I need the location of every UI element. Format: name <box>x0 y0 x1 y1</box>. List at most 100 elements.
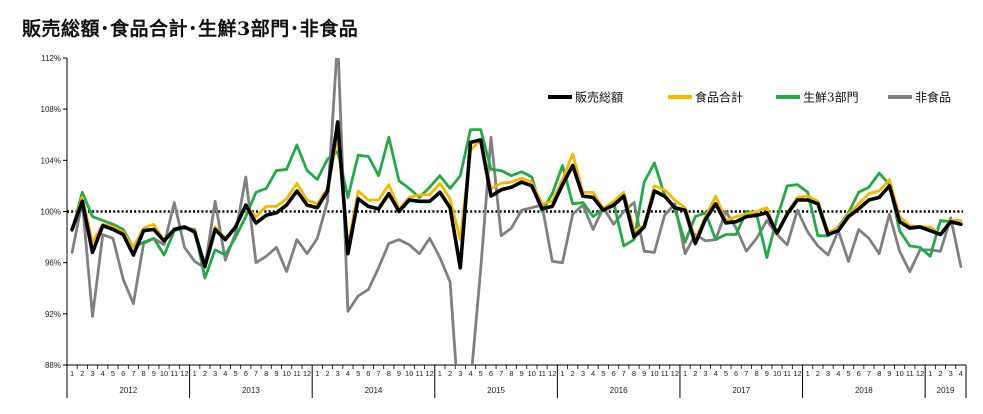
x-month-label: 8 <box>142 369 146 378</box>
legend-label: 非食品 <box>915 90 951 105</box>
x-month-label: 11 <box>170 369 178 378</box>
x-month-label: 8 <box>754 369 758 378</box>
x-month-label: 12 <box>180 369 188 378</box>
x-month-label: 4 <box>101 369 105 378</box>
y-tick-label: 88% <box>45 361 61 370</box>
x-year-label: 2017 <box>732 386 750 395</box>
chart-title: 販売総額･食品合計･生鮮3部門･非食品 <box>22 18 359 40</box>
x-month-label: 1 <box>560 369 564 378</box>
x-month-label: 7 <box>622 369 626 378</box>
x-month-label: 5 <box>479 369 483 378</box>
x-year-label: 2015 <box>487 386 505 395</box>
x-month-label: 10 <box>895 369 903 378</box>
x-month-label: 11 <box>293 369 301 378</box>
x-month-label: 11 <box>416 369 424 378</box>
x-month-label: 5 <box>111 369 115 378</box>
x-month-label: 4 <box>836 369 840 378</box>
chart-series <box>70 58 963 365</box>
chart-legend: 販売総額 食品合計 生鮮3部門 非食品 <box>548 90 951 105</box>
x-month-label: 12 <box>548 369 556 378</box>
series-line <box>70 120 963 270</box>
x-month-label: 7 <box>499 369 503 378</box>
x-month-label: 8 <box>632 369 636 378</box>
x-month-label: 3 <box>213 369 217 378</box>
x-month-label: 2 <box>448 369 452 378</box>
x-month-label: 8 <box>264 369 268 378</box>
x-month-label: 11 <box>906 369 914 378</box>
x-month-label: 12 <box>916 369 924 378</box>
x-year-label: 2012 <box>119 386 137 395</box>
y-tick-label: 104% <box>41 156 61 165</box>
x-month-label: 2 <box>816 369 820 378</box>
x-month-label: 6 <box>489 369 493 378</box>
x-month-label: 2 <box>80 369 84 378</box>
x-month-label: 11 <box>783 369 791 378</box>
x-month-label: 9 <box>274 369 278 378</box>
x-month-label: 5 <box>356 369 360 378</box>
x-month-label: 12 <box>303 369 311 378</box>
x-month-label: 9 <box>765 369 769 378</box>
x-month-label: 10 <box>405 369 413 378</box>
x-month-label: 1 <box>806 369 810 378</box>
y-tick-label: 112% <box>41 54 61 63</box>
y-tick-label: 96% <box>45 259 61 268</box>
chart-axes: 88%92%96%100%104%108%112%1 2 3 4 5 6 7 8 9 10 11 12… <box>41 54 967 398</box>
x-month-label: 10 <box>528 369 536 378</box>
x-month-label: 2 <box>325 369 329 378</box>
x-month-label: 4 <box>223 369 227 378</box>
x-month-label: 4 <box>346 369 350 378</box>
x-month-label: 12 <box>793 369 801 378</box>
x-month-label: 9 <box>520 369 524 378</box>
x-month-label: 12 <box>425 369 433 378</box>
x-month-label: 3 <box>949 369 953 378</box>
x-month-label: 3 <box>581 369 585 378</box>
x-month-label: 12 <box>671 369 679 378</box>
x-month-label: 11 <box>538 369 546 378</box>
legend-label: 食品合計 <box>695 90 743 105</box>
y-tick-label: 100% <box>41 208 61 217</box>
x-year-label: 2016 <box>610 386 628 395</box>
x-month-label: 7 <box>131 369 135 378</box>
x-month-label: 9 <box>642 369 646 378</box>
x-month-label: 10 <box>282 369 290 378</box>
x-month-label: 2 <box>938 369 942 378</box>
x-month-label: 1 <box>683 369 687 378</box>
x-month-label: 3 <box>826 369 830 378</box>
x-month-label: 2 <box>693 369 697 378</box>
x-year-label: 2019 <box>937 386 955 395</box>
x-month-label: 5 <box>233 369 237 378</box>
x-month-label: 4 <box>591 369 595 378</box>
x-month-label: 5 <box>601 369 605 378</box>
x-month-label: 3 <box>703 369 707 378</box>
x-month-label: 6 <box>611 369 615 378</box>
x-month-label: 6 <box>366 369 370 378</box>
y-tick-label: 92% <box>45 310 61 319</box>
x-month-label: 9 <box>397 369 401 378</box>
x-month-label: 6 <box>857 369 861 378</box>
x-month-label: 10 <box>160 369 168 378</box>
x-month-label: 3 <box>458 369 462 378</box>
x-month-label: 2 <box>571 369 575 378</box>
x-month-label: 3 <box>336 369 340 378</box>
x-month-label: 1 <box>70 369 74 378</box>
x-month-label: 10 <box>773 369 781 378</box>
x-year-label: 2018 <box>855 386 873 395</box>
x-month-label: 5 <box>846 369 850 378</box>
x-month-label: 9 <box>152 369 156 378</box>
x-month-label: 4 <box>468 369 472 378</box>
x-month-label: 7 <box>867 369 871 378</box>
x-month-label: 6 <box>244 369 248 378</box>
x-month-label: 8 <box>877 369 881 378</box>
x-month-label: 11 <box>661 369 669 378</box>
series-line <box>70 134 963 270</box>
x-month-label: 5 <box>724 369 728 378</box>
x-month-label: 10 <box>650 369 658 378</box>
x-month-label: 7 <box>744 369 748 378</box>
x-year-label: 2014 <box>365 386 383 395</box>
series-line <box>70 128 953 280</box>
x-month-label: 6 <box>121 369 125 378</box>
x-month-label: 8 <box>387 369 391 378</box>
x-month-label: 1 <box>193 369 197 378</box>
x-month-label: 1 <box>438 369 442 378</box>
